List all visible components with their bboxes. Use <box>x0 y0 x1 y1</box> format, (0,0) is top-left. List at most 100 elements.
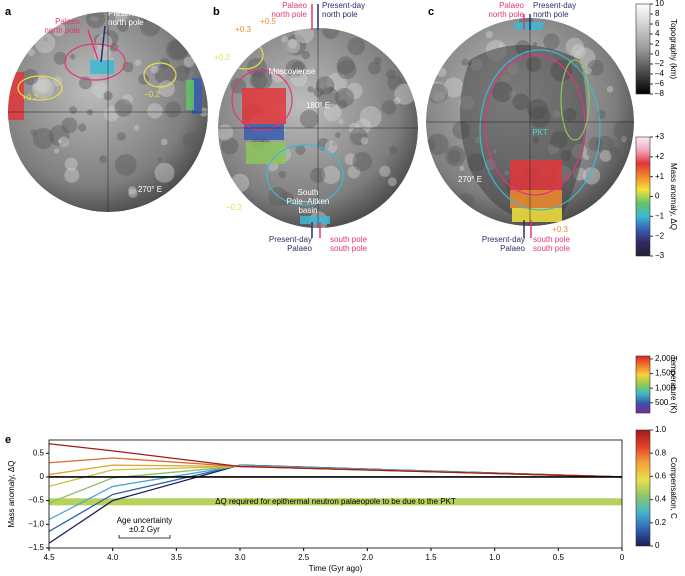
annotation: +0.5 <box>260 17 276 26</box>
x-tick-label: 3.0 <box>234 553 246 562</box>
line-chart: e ΔQ required for epithermal neutron pala… <box>5 434 625 573</box>
crater <box>583 154 590 161</box>
x-tick-label: 4.0 <box>107 553 119 562</box>
colorbar <box>635 3 651 95</box>
anomaly-patch <box>510 160 562 190</box>
cb-tick-label: 2,000 <box>655 354 676 363</box>
annotation: +0.3 <box>552 225 568 234</box>
crater <box>299 109 319 129</box>
cb-tick-label: 0.4 <box>655 495 667 504</box>
crater <box>32 127 55 150</box>
cb-tick-label: –2 <box>655 59 664 68</box>
crater <box>78 123 87 132</box>
crater <box>347 165 361 179</box>
crater <box>287 39 298 49</box>
crater <box>30 129 38 136</box>
plot-frame <box>48 439 623 549</box>
y-tick-label: 0.5 <box>33 448 45 457</box>
cb-tick-label: 0 <box>655 541 660 550</box>
annotation: 270° E <box>138 185 162 194</box>
crater <box>57 138 63 144</box>
cb-tick-label: 1,000 <box>655 383 676 392</box>
cb-tick-label: –8 <box>655 89 664 98</box>
globe <box>8 12 208 212</box>
cb-title: Mass anomaly, ΔQ <box>669 163 678 230</box>
cb-tick-label: +3 <box>655 132 665 141</box>
annotation: north pole <box>533 10 569 19</box>
cb-tick-label: −3 <box>655 251 665 260</box>
crater <box>606 85 614 93</box>
crater <box>150 65 159 74</box>
anomaly-patch <box>515 22 543 30</box>
crater <box>393 97 401 105</box>
annotation: basin <box>298 206 317 215</box>
pole-marker <box>100 25 106 63</box>
crater <box>352 151 372 172</box>
crater <box>385 69 396 80</box>
annotation: Moscoviense <box>269 67 316 76</box>
annotation: north pole <box>322 10 358 19</box>
cb-tick-label: 500 <box>655 398 669 407</box>
crater <box>613 120 634 141</box>
crater <box>427 81 448 102</box>
crater <box>285 59 304 78</box>
crater <box>35 79 48 92</box>
crater <box>347 37 366 56</box>
crater <box>48 125 70 147</box>
crater <box>349 127 368 146</box>
crater <box>70 54 76 60</box>
contour <box>484 54 586 196</box>
band <box>49 498 622 506</box>
cb-tick-label: 2 <box>655 39 660 48</box>
crater <box>620 135 627 142</box>
crater <box>130 18 137 25</box>
crater <box>69 106 77 114</box>
y-tick-label: 0 <box>40 472 45 481</box>
cb-tick-label: 8 <box>655 9 660 18</box>
crater <box>64 157 78 171</box>
crater <box>31 77 54 100</box>
x-tick-label: 2.5 <box>298 553 310 562</box>
crater <box>337 99 348 110</box>
crater <box>230 173 250 193</box>
crater <box>64 167 80 183</box>
series-line <box>48 443 623 478</box>
crater <box>116 132 126 141</box>
colorbar <box>635 136 651 257</box>
crater <box>154 162 175 183</box>
cb-tick-label: –4 <box>655 69 664 78</box>
crater <box>128 188 138 198</box>
annotation: −0.2 <box>144 90 160 99</box>
y-tick-label: −1.5 <box>28 543 44 552</box>
contour <box>143 62 177 88</box>
y-tick-label: −0.5 <box>28 496 44 505</box>
crater <box>34 32 56 54</box>
age-label: Age uncertainty <box>117 516 173 525</box>
annotation: 180° E <box>306 101 330 110</box>
crater <box>543 33 560 50</box>
crater <box>85 12 106 29</box>
crater <box>443 77 464 98</box>
crater <box>609 147 621 159</box>
crater <box>565 37 584 56</box>
anomaly-patch <box>244 124 284 140</box>
cb-tick-label: +2 <box>655 152 665 161</box>
crater <box>485 30 493 39</box>
cb-tick-label: 1.0 <box>655 425 667 434</box>
crater <box>389 146 398 155</box>
annotation: PKT <box>532 128 548 137</box>
crater <box>93 34 104 45</box>
annotation: north pole <box>271 10 307 19</box>
annotation: Palaeo <box>500 244 525 253</box>
crater <box>359 106 382 128</box>
crater <box>285 34 307 56</box>
crater <box>114 154 137 176</box>
crater <box>381 100 397 115</box>
crater <box>134 59 142 67</box>
cb-tick-label: 6 <box>655 19 660 28</box>
crater <box>53 51 67 65</box>
x-tick-label: 0 <box>620 553 625 562</box>
crater <box>157 157 162 162</box>
crater <box>448 149 462 163</box>
crater <box>334 132 341 138</box>
